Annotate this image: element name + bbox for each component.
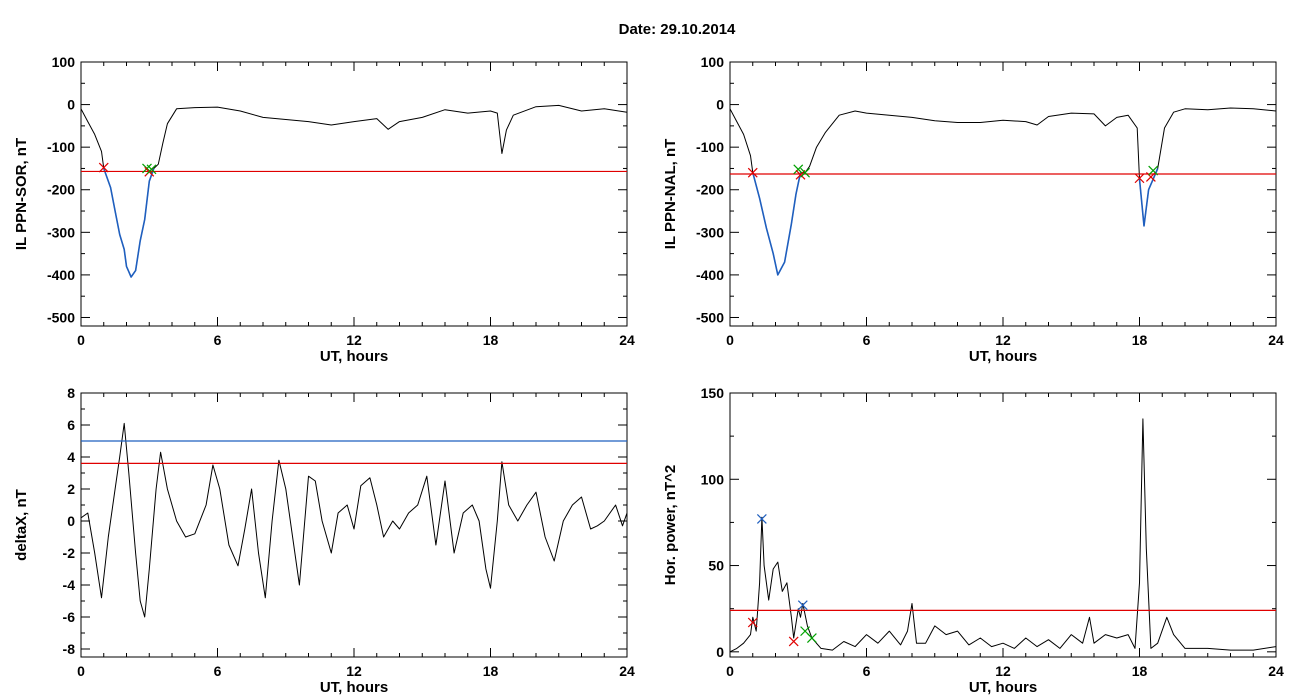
marker-x [756,514,767,524]
plot-frame [80,61,628,327]
y-tick-label: -100 [47,139,75,155]
y-tick-label: 50 [708,558,724,574]
x-tick-label: 12 [346,332,362,348]
y-tick-label: 6 [67,417,75,433]
y-tick-label: 8 [67,385,75,401]
y-tick-label: 0 [716,644,724,660]
series-line-event [1138,168,1159,227]
x-tick-label: 6 [863,663,871,679]
series-line-signal [730,418,1276,653]
series-line-quiet [730,107,1276,276]
figure-title: Date: 29.10.2014 [619,21,736,38]
y-tick-label: -500 [47,309,75,325]
x-tick-label: 6 [214,332,222,348]
marker-x [747,617,758,628]
y-axis-label: IL PPN-NAL, nT [662,139,679,250]
x-tick-label: 0 [726,663,734,679]
plot-frame [729,392,1277,658]
series-line-event [103,168,155,278]
y-tick-label: -200 [696,182,724,198]
x-tick-label: 0 [726,332,734,348]
y-tick-label: 150 [701,385,725,401]
marker-x [1134,173,1145,184]
chart-panel-hor-power: 0 6 12 18 24 150 100 50 0 UT, hours Hor. power, nT… [662,385,1284,696]
y-tick-label: 0 [67,513,75,529]
x-tick-label: 24 [619,663,635,679]
y-tick-label: -400 [696,267,724,283]
marker-x [747,167,758,178]
marker-x [1148,165,1159,176]
plot-area [730,107,1276,276]
y-tick-label: -6 [63,609,76,625]
x-tick-label: 18 [483,332,499,348]
plot-area [730,418,1276,653]
marker-x [793,164,804,175]
y-tick-label: -300 [696,224,724,240]
marker-x [146,164,157,175]
x-tick-label: 12 [346,663,362,679]
marker-x [800,167,810,178]
plot-frame [80,392,628,658]
x-tick-label: 12 [995,663,1011,679]
x-tick-label: 12 [995,332,1011,348]
y-tick-label: -500 [696,309,724,325]
x-tick-label: 18 [1132,663,1148,679]
marker-x [1145,172,1156,182]
x-tick-label: 6 [214,663,222,679]
y-tick-label: -8 [63,641,76,657]
y-tick-label: -100 [696,139,724,155]
y-tick-label: 100 [701,471,725,487]
y-tick-label: 4 [67,449,75,465]
chart-panel-il-ppn-sor: 0 6 12 18 24 100 0 -100 -200 -300 -400 -500 UT, hour… [13,54,635,365]
plot-area [81,104,627,278]
y-tick-label: 2 [67,481,75,497]
y-tick-label: 0 [67,97,75,113]
y-tick-label: -2 [63,545,76,561]
x-axis-label: UT, hours [969,348,1037,365]
x-tick-label: 24 [619,332,635,348]
y-tick-label: 0 [716,97,724,113]
x-tick-label: 18 [483,663,499,679]
marker-x [806,633,817,643]
y-tick-label: 100 [52,54,76,70]
y-axis-label: Hor. power, nT^2 [662,465,679,585]
x-axis-label: UT, hours [320,348,388,365]
x-tick-label: 0 [77,663,85,679]
y-axis-label: deltaX, nT [13,489,30,561]
y-tick-label: 100 [701,54,725,70]
marker-x [797,600,808,611]
y-tick-label: -4 [63,577,76,593]
x-tick-label: 6 [863,332,871,348]
x-tick-label: 18 [1132,332,1148,348]
y-tick-label: -200 [47,182,75,198]
y-axis-label: IL PPN-SOR, nT [13,138,30,250]
chart-panel-il-ppn-nal: 0 6 12 18 24 100 0 -100 -200 -300 -400 -500 UT, hour… [662,54,1284,365]
marker-x [98,162,109,173]
chart-panel-deltax: 0 6 12 18 24 8 6 4 2 0 -2 -4 -6 -8 UT, hours deltaX, nT [13,385,635,696]
x-axis-label: UT, hours [320,679,388,696]
y-tick-label: -400 [47,267,75,283]
x-tick-label: 24 [1268,332,1284,348]
plot-frame [729,61,1277,327]
marker-x [788,636,799,647]
series-line-quiet [81,104,627,278]
series-line-signal [81,422,627,618]
series-line-event [752,172,802,276]
x-axis-label: UT, hours [969,679,1037,696]
plot-area [81,422,627,618]
x-tick-label: 24 [1268,663,1284,679]
y-tick-label: -300 [47,224,75,240]
x-tick-label: 0 [77,332,85,348]
